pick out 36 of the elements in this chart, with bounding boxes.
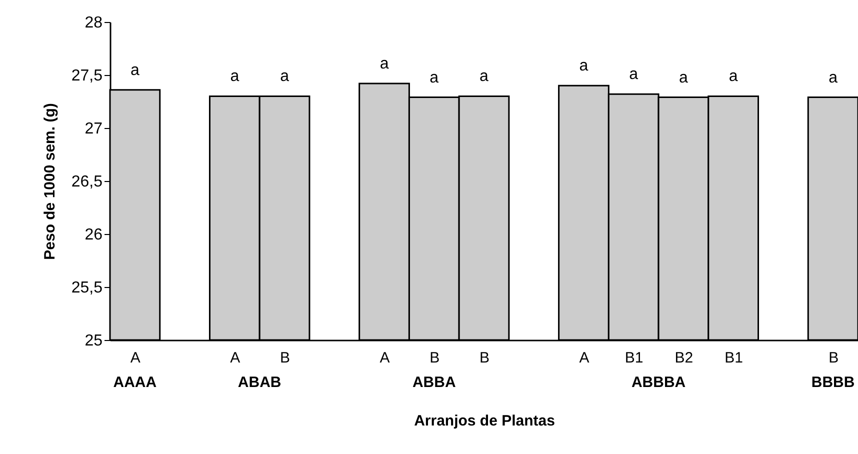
y-tick-label: 26,5: [71, 174, 103, 190]
data-label: a: [430, 69, 439, 86]
data-label: a: [728, 68, 738, 86]
text: ABBA: [412, 374, 456, 391]
y-axis-title: Peso de 1000 sem. (g): [41, 103, 58, 260]
y-tick-label: 27,5: [71, 68, 103, 84]
data-label: a: [230, 68, 240, 86]
x-tick-label: B: [828, 350, 839, 366]
x-tick-label: A: [579, 350, 590, 366]
x-tick-label: B1: [724, 350, 744, 366]
data-label: a: [280, 68, 290, 86]
data-label: a: [579, 58, 588, 75]
y-tick-label: 25: [84, 332, 103, 350]
text: BBBB: [811, 374, 855, 391]
data-label: a: [380, 55, 389, 72]
x-tick-label: A: [380, 350, 390, 366]
x-tick-label: B1: [624, 350, 644, 366]
data-label: a: [629, 66, 638, 84]
data-label: a: [679, 69, 688, 86]
text: ABAB: [238, 374, 282, 391]
data-label: a: [130, 62, 140, 79]
x-tick-label: B: [479, 350, 490, 366]
text: AAAA: [113, 374, 157, 391]
data-label: a: [828, 69, 838, 86]
data-label: a: [480, 68, 489, 86]
x-tick-label: A: [230, 350, 240, 366]
x-tick-label: B2: [674, 350, 694, 366]
y-tick-label: 27: [84, 120, 103, 138]
x-tick-label: A: [130, 350, 140, 366]
text: ABBBA: [631, 374, 686, 391]
y-tick-label: 26: [84, 226, 103, 244]
y-tick-label: 28: [84, 14, 103, 32]
x-axis-title: Arranjos de Plantas: [414, 412, 555, 430]
x-tick-label: B: [280, 350, 290, 366]
y-tick-label: 25,5: [71, 280, 103, 296]
x-tick-label: B: [430, 350, 440, 366]
